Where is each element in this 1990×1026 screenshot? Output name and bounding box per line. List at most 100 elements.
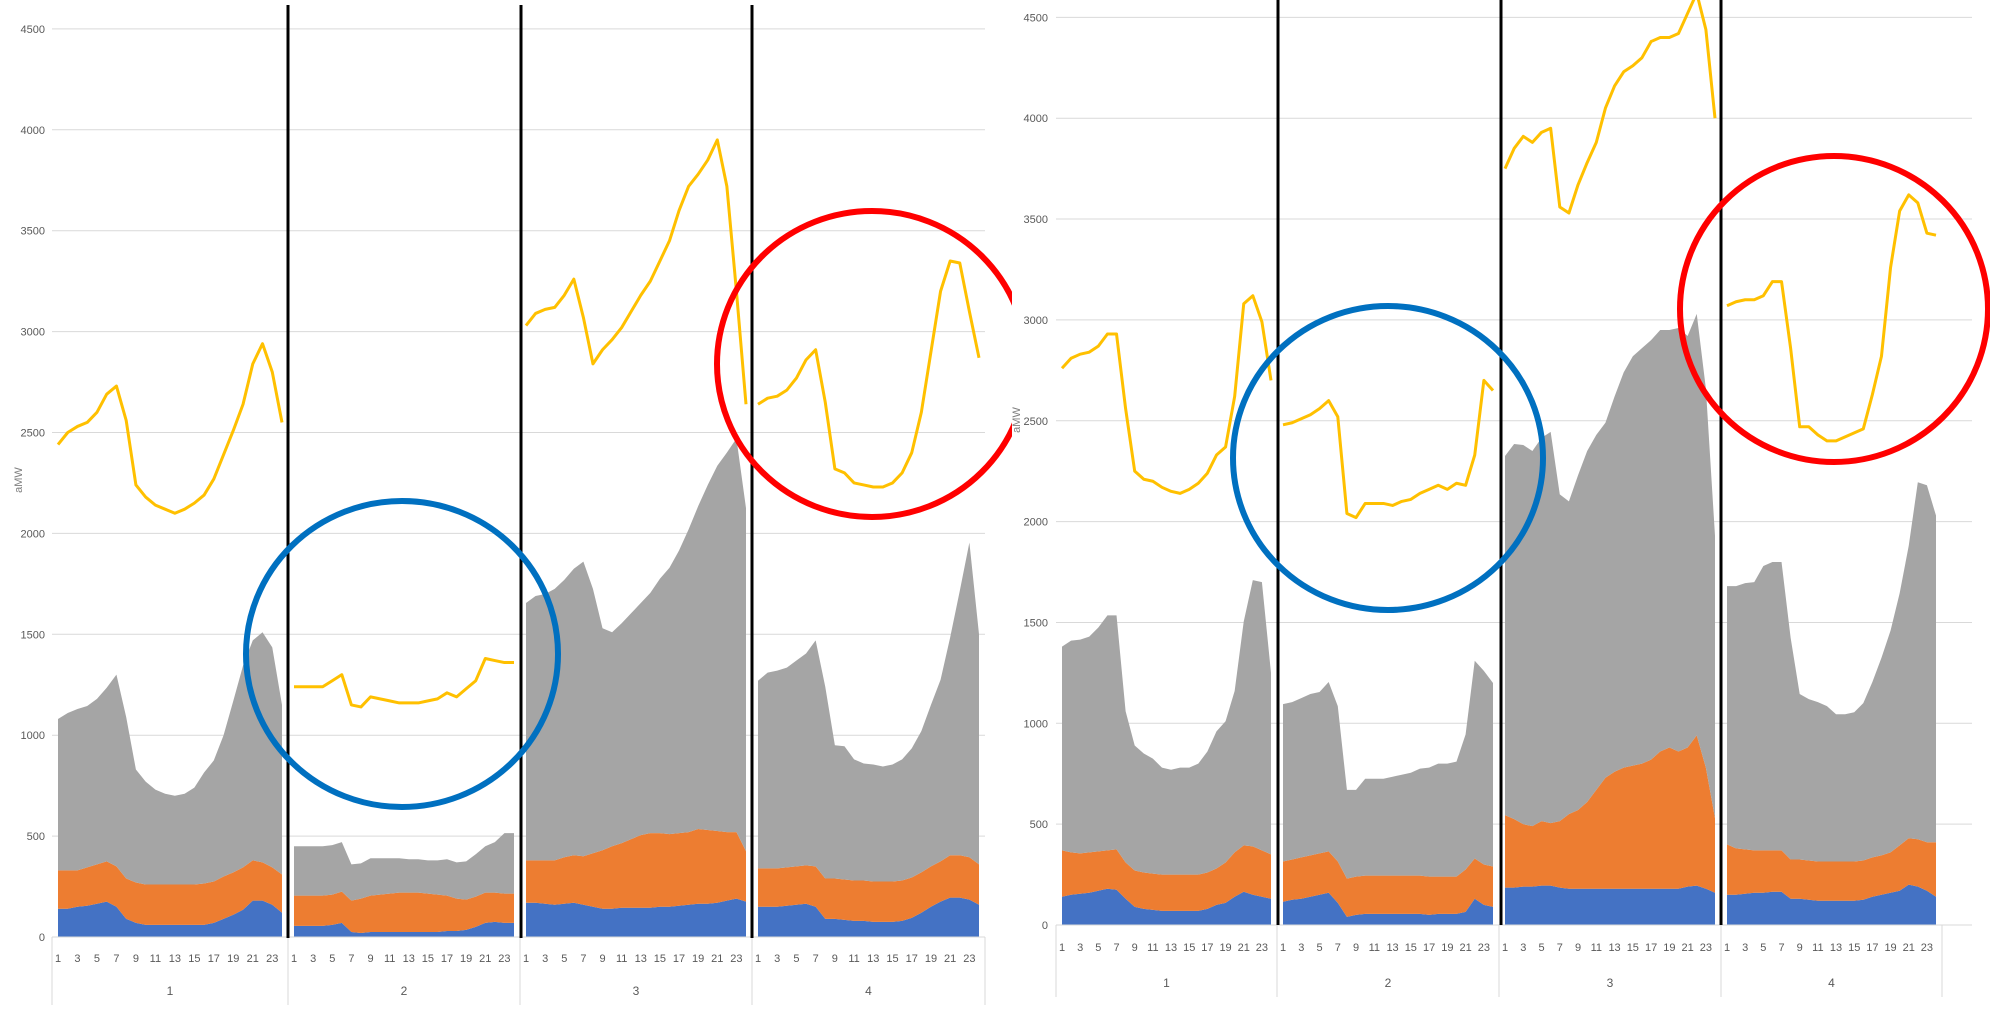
left-x-tick-label: 11 [150,953,161,965]
right-x-tick-label: 13 [1830,942,1842,954]
right-x-tick-label: 3 [1298,942,1304,954]
left-x-tick-label: 1 [55,953,61,965]
left-x-tick-label: 1 [291,953,297,965]
right-x-tick-label: 9 [1575,942,1581,954]
left-x-tick-label: 3 [774,953,780,965]
right-x-tick-label: 17 [1866,942,1878,954]
right-area-series-3-group-2 [1283,661,1493,879]
left-x-tick-label: 11 [848,953,859,965]
left-x-tick-label: 21 [944,953,956,965]
left-x-tick-label: 19 [925,953,937,965]
right-y-tick-label: 1000 [1024,718,1048,730]
right-line-series-group-3 [1505,0,1715,213]
left-x-tick-label: 11 [616,953,627,965]
right-x-tick-label: 5 [1095,942,1101,954]
left-y-tick-label: 0 [39,932,45,944]
right-x-tick-label: 1 [1059,942,1065,954]
right-group-label: 3 [1607,976,1614,990]
left-line-series-group-4 [758,261,979,487]
right-x-tick-label: 11 [1591,942,1602,954]
right-x-tick-label: 17 [1423,942,1435,954]
right-y-tick-label: 4500 [1024,12,1048,24]
left-x-tick-label: 5 [793,953,799,965]
right-x-tick-label: 1 [1502,942,1508,954]
right-x-tick-label: 7 [1335,942,1341,954]
right-x-tick-label: 7 [1113,942,1119,954]
left-x-tick-label: 11 [384,953,395,965]
right-x-tick-label: 5 [1316,942,1322,954]
right-chart-panel: 0 500 1000 1500 2000 2500 3000 3500 4000 4500 aMW 1… [1012,0,1990,1026]
left-x-tick-label: 13 [403,953,415,965]
right-x-tick-label: 7 [1557,942,1563,954]
left-x-tick-label: 9 [832,953,838,965]
right-x-tick-label: 19 [1441,942,1453,954]
left-x-tick-label: 17 [208,953,220,965]
left-chart-panel: 0 500 1000 1500 2000 2500 3000 3500 4000 4500 aMW 1… [0,0,1012,1026]
left-x-tick-label: 3 [310,953,316,965]
right-x-tick-label: 15 [1405,942,1417,954]
left-area-series-3-group-4 [758,542,979,881]
right-group-label: 4 [1828,976,1835,990]
right-y-tick-label: 3500 [1024,214,1048,226]
right-x-tick-label: 21 [1238,942,1250,954]
left-x-tick-label: 1 [755,953,761,965]
right-y-tick-label: 2500 [1024,416,1048,428]
right-stacked-area-chart: 0 500 1000 1500 2000 2500 3000 3500 4000 4500 aMW 1… [1012,0,1990,1026]
left-x-tick-label: 23 [730,953,742,965]
left-x-tick-label: 13 [867,953,879,965]
right-y-tick-label: 4000 [1024,113,1048,125]
left-x-tick-label: 17 [441,953,453,965]
left-x-tick-label: 13 [635,953,647,965]
left-x-tick-label: 15 [188,953,200,965]
left-group-label: 2 [401,984,408,998]
right-x-tick-label: 21 [1681,942,1693,954]
left-x-tick-label: 13 [169,953,181,965]
right-y-axis-title: aMW [1011,407,1023,433]
left-x-tick-label: 21 [711,953,723,965]
left-x-tick-label: 15 [886,953,898,965]
right-x-tick-label: 21 [1459,942,1471,954]
left-line-series-group-3 [526,140,746,404]
left-group-label: 3 [633,984,640,998]
left-y-axis-title: aMW [13,467,25,493]
left-area-series-3-group-2 [294,833,514,901]
right-x-tick-label: 23 [1921,942,1933,954]
right-x-tick-label: 11 [1369,942,1380,954]
right-x-tick-label: 3 [1077,942,1083,954]
right-area-series-3-group-3 [1505,314,1715,826]
right-x-tick-label: 11 [1147,942,1158,954]
left-red-highlight-circle [717,211,1027,517]
left-y-tick-label: 3000 [21,327,45,339]
left-x-tick-label: 7 [813,953,819,965]
right-x-tick-label: 23 [1700,942,1712,954]
left-x-tick-label: 9 [367,953,373,965]
left-x-tick-label: 23 [498,953,510,965]
left-x-tick-label: 23 [266,953,278,965]
right-x-tick-label: 15 [1627,942,1639,954]
right-x-tick-label: 21 [1903,942,1915,954]
left-x-tick-label: 7 [113,953,119,965]
right-x-tick-label: 23 [1256,942,1268,954]
left-y-tick-label: 4000 [21,125,45,137]
right-x-tick-label: 17 [1201,942,1213,954]
right-x-tick-label: 3 [1520,942,1526,954]
right-x-tick-label: 15 [1848,942,1860,954]
left-blue-highlight-circle [246,501,558,807]
left-x-tick-label: 15 [422,953,434,965]
left-x-tick-label: 19 [460,953,472,965]
right-x-tick-label: 1 [1724,942,1730,954]
right-area-series-3-group-4 [1727,482,1936,861]
left-x-tick-label: 3 [542,953,548,965]
right-group-label: 2 [1385,976,1392,990]
right-x-tick-label: 17 [1645,942,1657,954]
right-x-tick-label: 9 [1797,942,1803,954]
right-line-series-group-4 [1727,195,1936,441]
right-y-tick-label: 2000 [1024,517,1048,529]
right-line-series-group-1 [1062,296,1271,494]
right-x-tick-label: 19 [1219,942,1231,954]
left-x-tick-label: 9 [133,953,139,965]
right-y-tick-label: 500 [1030,819,1048,831]
right-x-tick-label: 11 [1812,942,1823,954]
right-area-series-3-group-1 [1062,580,1271,874]
left-x-tick-label: 15 [654,953,666,965]
